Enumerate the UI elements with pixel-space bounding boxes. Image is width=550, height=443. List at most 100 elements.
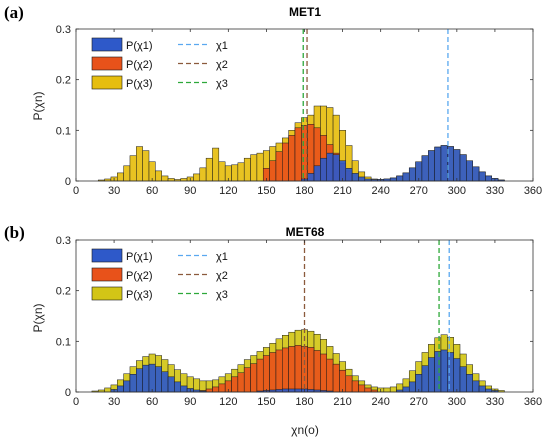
bar-chi1 [402, 172, 410, 182]
bar-chi2 [326, 358, 334, 393]
legend-label-chi2: χ2 [216, 59, 228, 71]
bar-chi3 [212, 147, 220, 182]
bar-chi1 [117, 385, 124, 393]
bar-chi1 [161, 371, 169, 393]
bar-chi2 [364, 387, 372, 393]
bar-chi1 [294, 388, 302, 393]
bar-chi2 [275, 151, 283, 182]
bar-chi1 [129, 374, 137, 393]
x-tick-label: 240 [371, 396, 389, 408]
legend-label-p-chi1: P(χ1) [126, 251, 153, 263]
bar-chi3 [193, 173, 201, 182]
bar-chi1 [453, 149, 461, 182]
bar-chi3 [136, 146, 143, 182]
bar-chi1 [351, 173, 359, 182]
x-tick-label: 270 [410, 396, 428, 408]
x-tick-label: 120 [219, 396, 237, 408]
bar-chi1 [326, 152, 334, 182]
legend-swatch-chi1 [91, 248, 123, 263]
bar-chi2 [218, 383, 226, 393]
bar-chi2 [275, 349, 283, 393]
bar-chi1 [167, 376, 175, 393]
x-tick-label: 210 [333, 396, 351, 408]
panel-b-title: MET68 [286, 225, 325, 239]
bar-chi3 [155, 170, 162, 182]
x-tick-label: 90 [184, 396, 196, 408]
y-tick-label: 0 [65, 176, 71, 188]
legend-label-p-chi2: P(χ2) [126, 59, 153, 71]
bar-chi3 [129, 155, 137, 182]
bar-chi1 [440, 145, 448, 182]
bar-chi1 [339, 160, 347, 182]
bar-chi1 [466, 374, 473, 393]
bar-chi1 [332, 154, 340, 182]
x-tick-label: 210 [333, 185, 351, 197]
bar-chi3 [243, 157, 251, 182]
bar-chi3 [231, 164, 239, 182]
x-tick-label: 30 [108, 396, 120, 408]
bar-chi2 [332, 363, 340, 393]
bar-chi2 [307, 124, 315, 182]
bar-chi2 [358, 384, 366, 393]
bar-chi2 [339, 369, 347, 393]
bar-chi2 [351, 380, 359, 393]
y-tick-label: 0.1 [56, 125, 71, 137]
panel-b-plot-area: 0 30 60 90 120 150 180 210 240 270 300 330 360 0 0.1 0.… [56, 235, 542, 408]
bar-chi1 [453, 358, 461, 393]
x-tick-label: 60 [146, 185, 158, 197]
bar-chi2 [243, 367, 251, 393]
bar-chi2 [288, 135, 296, 182]
panel-a-ylabel: P(χn) [31, 92, 45, 121]
bar-chi1 [428, 357, 435, 393]
bar-chi2 [237, 372, 245, 393]
legend-label-p-chi3: P(χ3) [126, 78, 153, 90]
bar-chi2 [262, 355, 270, 393]
bar-chi1 [478, 385, 486, 393]
x-tick-label: 300 [448, 396, 466, 408]
legend-label-p-chi2: P(χ2) [126, 270, 153, 282]
x-tick-label: 330 [486, 396, 504, 408]
bar-chi1 [485, 388, 492, 393]
bar-chi1 [428, 150, 435, 182]
bar-chi3 [161, 175, 169, 182]
bar-chi1 [459, 366, 467, 393]
bar-chi3 [123, 165, 131, 182]
y-tick-label: 0 [65, 387, 71, 399]
bar-chi1 [421, 365, 429, 393]
bar-chi1 [447, 352, 454, 393]
x-tick-label: 360 [524, 396, 542, 408]
panel-a-plot-area: 0 30 60 90 120 150 180 210 240 270 300 330 360 0 0.1 0.… [56, 24, 542, 197]
bar-chi1 [396, 175, 404, 182]
bar-chi3 [199, 167, 207, 182]
bar-chi3 [104, 387, 112, 393]
bar-chi2 [282, 142, 289, 182]
bar-chi1 [148, 363, 156, 393]
x-tick-label: 90 [184, 185, 196, 197]
bar-chi2 [231, 376, 239, 393]
y-tick-label: 0.3 [56, 235, 71, 247]
bar-chi1 [402, 386, 410, 393]
x-tick-label: 150 [257, 396, 275, 408]
panel-b-label: (b) [4, 223, 25, 242]
legend-swatch-chi2 [91, 56, 123, 71]
bar-chi2 [294, 345, 302, 393]
legend-label-chi3: χ3 [216, 78, 228, 90]
bar-chi2 [269, 160, 277, 182]
bar-chi1 [389, 177, 397, 182]
panel-a-label: (a) [4, 3, 24, 22]
bar-chi1 [288, 388, 296, 393]
bar-chi1 [472, 380, 480, 393]
legend-label-chi2: χ2 [216, 270, 228, 282]
x-tick-label: 60 [146, 396, 158, 408]
legend-label-p-chi3: P(χ3) [126, 289, 153, 301]
bar-chi2 [212, 386, 220, 393]
bar-chi1 [345, 168, 353, 182]
bar-chi2 [288, 346, 296, 393]
bar-chi3 [117, 172, 124, 182]
bar-chi1 [155, 366, 162, 393]
legend-label-chi3: χ3 [216, 289, 228, 301]
x-tick-label: 0 [73, 185, 79, 197]
bar-chi2 [205, 388, 213, 393]
bar-chi1 [408, 167, 416, 182]
